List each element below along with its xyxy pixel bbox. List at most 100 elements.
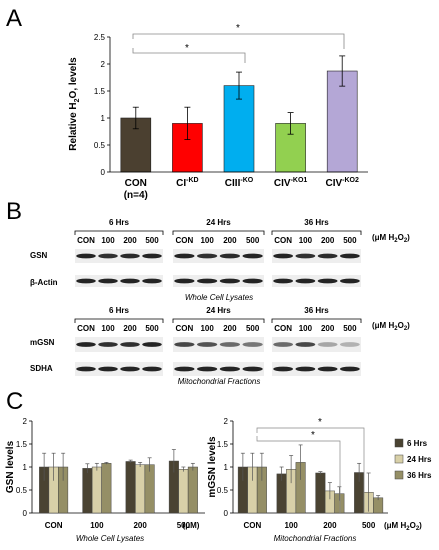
gsn-band [142,253,162,259]
panel-a-ylabel: Relative H2O, levels [68,57,81,151]
sig-bracket-con-civko2 [132,33,345,49]
panel-c-left-chart: 0 0.5 1 1.5 2 CON 100 200 500 [16,417,205,530]
mgsn-band [197,342,218,347]
concentration-unit-top: (μM H2O2) [372,233,410,244]
sig-star: * [236,23,240,34]
lane-label: 500 [145,236,159,245]
time-label: 36 Hrs [304,218,329,227]
panel-label-b: B [6,198,22,225]
bar [82,468,93,514]
western-blot-whole-cell: 6 Hrs CON 100 200 500 24 Hrs CON 100 200 500 36 Hr… [74,218,362,287]
bar [315,472,326,514]
gsn-band [339,253,360,259]
y-tick-label: 1.5 [16,440,28,449]
x-tick-label: 500 [177,521,191,530]
beta-actin-band [339,278,360,284]
row-label-gsn: GSN [30,251,48,260]
panel-a-chart: Relative H2O, levels CON(n=4) CI-KD CIII-K… [68,23,368,201]
mgsn-membrane [75,337,163,352]
sdha-band [142,366,162,372]
panel-a-category-labels: CON(n=4) CI-KD CIII-KO CIV-KO1 CIV-KO2 [124,177,359,201]
lane-bracket [271,230,362,235]
gsn-membrane [75,249,163,263]
lane-bracket [172,230,265,235]
beta-actin-band [242,278,263,284]
mgsn-membrane [272,337,361,352]
sdha-band [76,366,96,372]
gsn-band [273,253,294,259]
sig-bracket-con-ciiiko [132,48,246,63]
lane-label: 200 [321,324,335,333]
panel-c-right-chart: 0 0.5 1 1.5 2 CON 100 200 500 [217,417,388,530]
beta-actin-band [120,278,140,284]
sdha-band [174,366,195,372]
lane-label: 200 [123,236,137,245]
caption-whole-cell: Whole Cell Lysates [185,293,253,302]
legend-swatch [394,454,404,464]
row-label-beta-actin: β-Actin [30,278,58,287]
panel-c-left-ylabel: GSN levels [5,440,16,493]
lane-label: 500 [343,324,357,333]
x-tick-label: 100 [90,521,104,530]
x-tick-label: CON [45,521,63,530]
lane-label: 100 [299,236,313,245]
western-blot-mitochondrial: 6 Hrs CON 100 200 500 24 Hrs CON 100 200 500 36 Hr… [74,306,362,376]
sdha-band [242,366,263,372]
bar [135,464,146,514]
gsn-band [242,253,263,259]
bar [187,466,198,514]
mgsn-band [242,342,263,347]
gsn-band [174,253,195,259]
category-label: CIV-KO1 [274,177,308,189]
legend-label: 24 Hrs [407,455,432,464]
gsn-band [295,253,316,259]
panel-a-axes: 0 0.5 1 1.5 2 2.5 [94,33,368,177]
y-tick-label: 1 [224,463,229,472]
lane-label: 500 [246,236,260,245]
sdha-membrane [173,362,264,376]
beta-actin-band [142,278,162,284]
sdha-membrane [75,362,163,376]
y-tick-label: 1.5 [94,87,106,96]
x-tick-label: CON [243,521,261,530]
mgsn-membrane [173,337,264,352]
y-tick-label: 0.5 [94,141,106,150]
time-label: 36 Hrs [304,306,329,315]
gsn-membrane [173,249,264,263]
beta-actin-membrane [173,275,264,287]
y-tick-label: 2.5 [94,33,106,42]
category-label: CI-KD [176,177,198,189]
panel-c-left-unit: (μM) [183,521,200,530]
lane-bracket [74,318,164,323]
legend-label: 6 Hrs [407,439,428,448]
time-label: 24 Hrs [206,218,231,227]
lane-label: 200 [321,236,335,245]
lane-label: CON [77,236,95,245]
y-tick-label: 1.5 [217,440,229,449]
sig-bracket-inner [256,436,341,513]
lane-label: 100 [299,324,313,333]
time-label: 24 Hrs [206,306,231,315]
mgsn-band [219,342,240,347]
mgsn-band [98,342,118,347]
gsn-band [197,253,218,259]
lane-label: CON [175,324,193,333]
mgsn-band [174,342,195,347]
x-tick-label: 200 [133,521,147,530]
beta-actin-band [76,278,96,284]
category-label: CIV-KO2 [325,177,359,189]
mgsn-band [76,342,96,347]
legend-swatch [394,438,404,448]
lane-bracket [271,318,362,323]
time-label: 6 Hrs [109,218,130,227]
sdha-band [197,366,218,372]
lane-label: 100 [200,236,214,245]
y-tick-label: 0 [224,509,229,518]
y-tick-label: 1 [101,114,106,123]
bar [144,464,155,514]
caption-whole-cell-c: Whole Cell Lysates [76,534,144,543]
lane-label: 200 [123,324,137,333]
gsn-membrane [272,249,361,263]
row-label-sdha: SDHA [30,364,53,373]
lane-label: 500 [145,324,159,333]
